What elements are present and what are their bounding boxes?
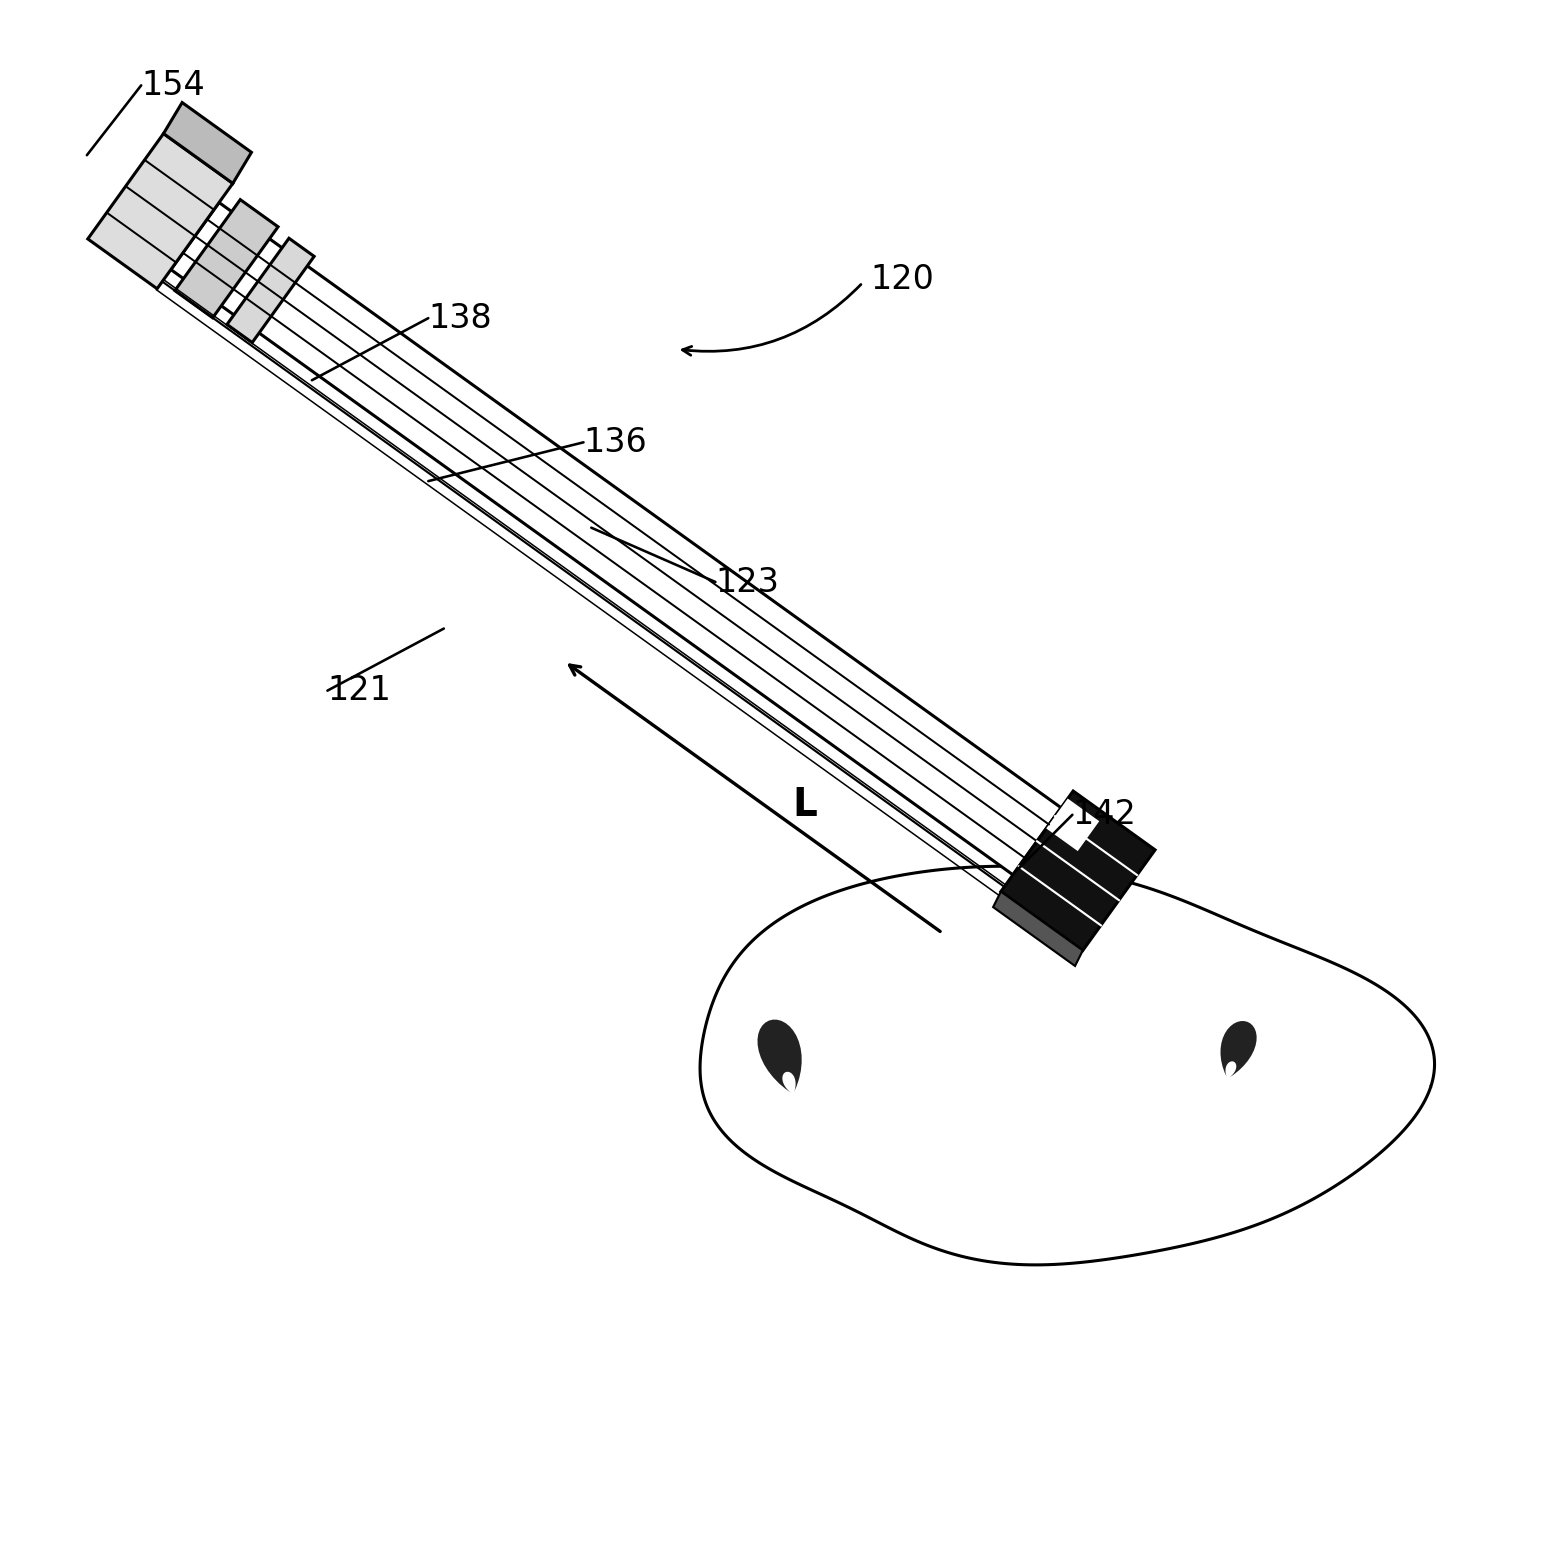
Text: 138: 138 bbox=[428, 301, 491, 335]
Text: 123: 123 bbox=[715, 565, 779, 599]
Polygon shape bbox=[227, 239, 314, 343]
Text: 154: 154 bbox=[142, 68, 205, 102]
Polygon shape bbox=[700, 866, 1435, 1265]
Polygon shape bbox=[994, 891, 1082, 965]
Polygon shape bbox=[171, 203, 1061, 875]
Polygon shape bbox=[174, 200, 278, 318]
Text: L: L bbox=[791, 785, 816, 824]
Polygon shape bbox=[1001, 792, 1155, 950]
Polygon shape bbox=[757, 1020, 802, 1094]
Polygon shape bbox=[1047, 799, 1099, 850]
Polygon shape bbox=[1221, 1021, 1256, 1079]
Text: 142: 142 bbox=[1073, 798, 1137, 832]
Polygon shape bbox=[163, 102, 252, 183]
Text: 120: 120 bbox=[871, 262, 935, 296]
Polygon shape bbox=[87, 133, 233, 289]
Text: 121: 121 bbox=[328, 674, 392, 708]
Text: 136: 136 bbox=[583, 425, 647, 459]
